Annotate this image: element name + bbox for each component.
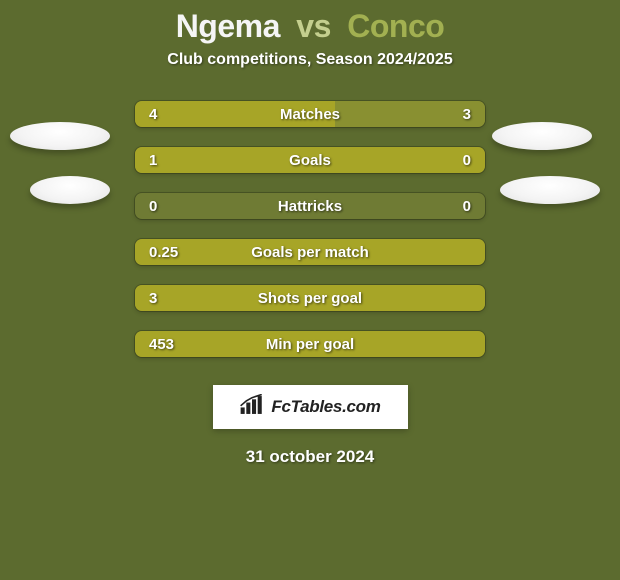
stat-metric-label: Goals per match: [135, 244, 485, 261]
decorative-ellipse: [492, 122, 592, 150]
stat-metric-label: Shots per goal: [135, 290, 485, 307]
decorative-ellipse: [500, 176, 600, 204]
stat-row: 0.25Goals per match: [135, 239, 485, 265]
stat-metric-label: Goals: [135, 152, 485, 169]
subtitle: Club competitions, Season 2024/2025: [0, 51, 620, 69]
player1-name: Ngema: [176, 8, 280, 44]
stat-labels: 3Shots per goal: [135, 285, 485, 311]
stat-labels: 0Hattricks0: [135, 193, 485, 219]
stat-row: 1Goals0: [135, 147, 485, 173]
brand-badge: FcTables.com: [213, 385, 408, 429]
stats-container: 4Matches3 1Goals0 0Hattricks0 0.25Goals per…: [135, 101, 485, 357]
stat-metric-label: Hattricks: [135, 198, 485, 215]
player2-name: Conco: [347, 8, 444, 44]
decorative-ellipse: [30, 176, 110, 204]
stat-labels: 1Goals0: [135, 147, 485, 173]
date-label: 31 october 2024: [0, 447, 620, 467]
stat-labels: 453Min per goal: [135, 331, 485, 357]
stat-row: 0Hattricks0: [135, 193, 485, 219]
stat-row: 4Matches3: [135, 101, 485, 127]
stat-row: 453Min per goal: [135, 331, 485, 357]
stat-metric-label: Min per goal: [135, 336, 485, 353]
decorative-ellipse: [10, 122, 110, 150]
vs-label: vs: [296, 8, 331, 44]
stat-metric-label: Matches: [135, 106, 485, 123]
stat-row: 3Shots per goal: [135, 285, 485, 311]
stat-labels: 0.25Goals per match: [135, 239, 485, 265]
brand-text: FcTables.com: [271, 397, 380, 417]
comparison-title: Ngema vs Conco: [0, 0, 620, 45]
stat-labels: 4Matches3: [135, 101, 485, 127]
brand-chart-icon: [239, 394, 265, 421]
